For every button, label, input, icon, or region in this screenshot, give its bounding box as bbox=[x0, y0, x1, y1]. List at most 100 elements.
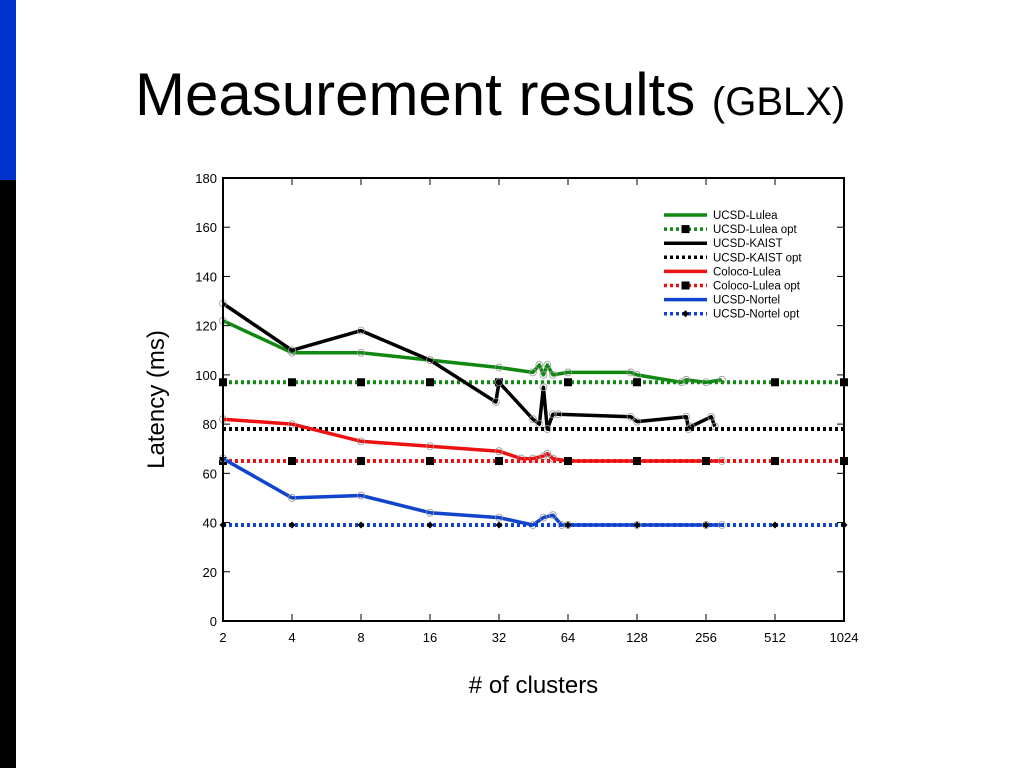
legend: UCSD-Lulea UCSD-Lulea opt UCSD-KAIST UCSD-K… bbox=[664, 210, 802, 321]
data-point bbox=[495, 521, 503, 529]
x-tick-label: 32 bbox=[492, 630, 506, 645]
data-point bbox=[702, 457, 710, 466]
data-point bbox=[549, 410, 557, 419]
title-sub: (GBLX) bbox=[711, 80, 846, 124]
data-point bbox=[529, 454, 537, 463]
y-tick-label: 60 bbox=[203, 466, 217, 481]
data-point bbox=[626, 412, 635, 421]
plot-frame bbox=[222, 177, 845, 622]
data-point bbox=[539, 513, 548, 522]
data-point bbox=[549, 454, 557, 463]
data-point bbox=[687, 422, 695, 431]
data-point bbox=[717, 521, 726, 529]
y-tick-label: 140 bbox=[195, 269, 217, 284]
data-point bbox=[517, 454, 526, 463]
data-point bbox=[702, 521, 710, 529]
legend-label: UCSD-Nortel opt bbox=[713, 309, 800, 321]
data-point bbox=[543, 361, 552, 369]
x-tick-label: 256 bbox=[695, 630, 717, 645]
x-tick-label: 2 bbox=[219, 630, 226, 645]
data-point bbox=[633, 378, 641, 387]
accent-bar-black bbox=[0, 180, 16, 768]
y-tick-label: 160 bbox=[195, 220, 217, 235]
plot-marks bbox=[219, 299, 848, 529]
data-point bbox=[771, 521, 779, 529]
data-point bbox=[288, 494, 296, 502]
x-tick-label: 4 bbox=[288, 630, 295, 645]
data-point bbox=[633, 521, 641, 529]
data-point bbox=[564, 378, 572, 387]
data-point bbox=[543, 449, 552, 458]
data-point bbox=[426, 356, 434, 365]
x-tick-label: 128 bbox=[626, 630, 648, 645]
data-point bbox=[426, 378, 434, 387]
data-point bbox=[357, 457, 365, 466]
legend-label: UCSD-Lulea opt bbox=[713, 224, 798, 236]
legend-marker bbox=[681, 225, 690, 234]
y-tick-label: 180 bbox=[195, 171, 217, 186]
legend-label: Coloco-Lulea opt bbox=[713, 281, 801, 293]
y-tick-label: 20 bbox=[203, 565, 217, 580]
data-point bbox=[495, 457, 503, 466]
data-point bbox=[633, 457, 641, 466]
data-point bbox=[549, 511, 557, 520]
series-line bbox=[222, 457, 722, 527]
data-point bbox=[564, 521, 572, 529]
x-tick-label: 16 bbox=[423, 630, 437, 645]
y-tick-label: 80 bbox=[203, 417, 217, 432]
x-tick-label: 1024 bbox=[830, 630, 859, 645]
y-axis-label: Latency (ms) bbox=[143, 330, 170, 469]
series-line bbox=[222, 319, 723, 385]
data-point bbox=[426, 457, 434, 466]
data-point bbox=[539, 383, 548, 392]
data-point bbox=[539, 370, 548, 379]
y-tick-label: 0 bbox=[210, 614, 217, 629]
legend-label: UCSD-Lulea bbox=[713, 210, 778, 222]
title-main: Measurement results bbox=[135, 61, 696, 128]
legend-label: UCSD-KAIST opt bbox=[713, 252, 802, 264]
data-point bbox=[549, 370, 557, 379]
data-point bbox=[682, 412, 691, 421]
data-point bbox=[426, 521, 434, 529]
x-tick-label: 64 bbox=[561, 630, 575, 645]
legend-label: UCSD-KAIST bbox=[713, 238, 783, 250]
data-point bbox=[771, 457, 779, 466]
data-point bbox=[564, 457, 572, 466]
data-point bbox=[535, 420, 544, 429]
data-point bbox=[357, 326, 365, 335]
x-tick-label: 512 bbox=[764, 630, 786, 645]
series-line bbox=[222, 417, 722, 463]
y-tick-label: 40 bbox=[203, 516, 217, 531]
series-line bbox=[222, 302, 717, 431]
data-point bbox=[426, 442, 434, 451]
data-point bbox=[717, 457, 726, 465]
data-point bbox=[535, 361, 544, 369]
data-point bbox=[357, 491, 365, 500]
data-point bbox=[707, 412, 716, 421]
data-point bbox=[288, 521, 296, 529]
data-point bbox=[495, 447, 503, 456]
data-point bbox=[529, 415, 537, 424]
data-point bbox=[288, 378, 296, 387]
data-point bbox=[357, 348, 365, 357]
data-point bbox=[426, 508, 434, 517]
legend-marker bbox=[682, 310, 689, 318]
data-point bbox=[357, 437, 365, 446]
x-axis-label: # of clusters bbox=[469, 672, 598, 699]
accent-bar-blue bbox=[0, 0, 16, 180]
data-point bbox=[288, 420, 296, 429]
data-point bbox=[288, 457, 296, 466]
data-point bbox=[529, 368, 537, 377]
data-point bbox=[564, 368, 572, 377]
data-point bbox=[554, 410, 563, 419]
data-point bbox=[288, 346, 296, 355]
legend-label: Coloco-Lulea bbox=[713, 266, 781, 278]
x-tick-label: 8 bbox=[357, 630, 364, 645]
data-point bbox=[495, 378, 503, 387]
data-point bbox=[495, 513, 503, 522]
y-tick-label: 120 bbox=[195, 319, 217, 334]
axes: 2 4 8 16 32 64 128 256 512 1024 0 20 40 60 80 100 120 140… bbox=[195, 171, 858, 645]
data-point bbox=[711, 422, 719, 431]
data-point bbox=[633, 417, 641, 426]
